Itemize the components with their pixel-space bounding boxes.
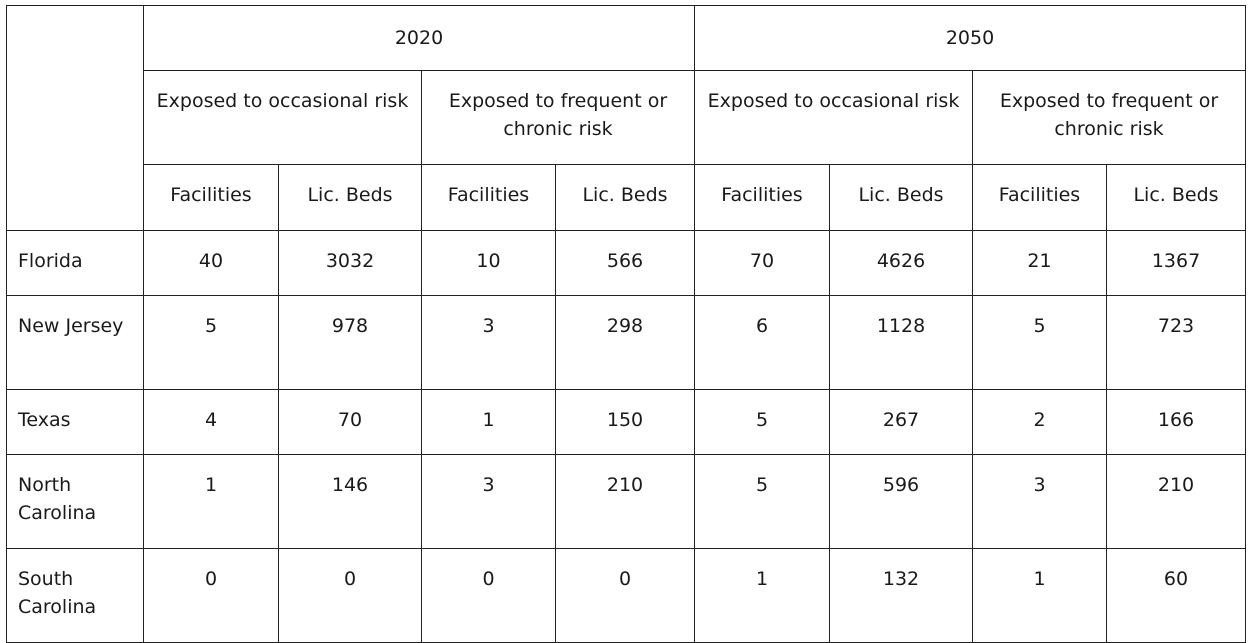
column-header: Lic. Beds bbox=[555, 164, 695, 231]
data-cell: 4 bbox=[143, 389, 279, 455]
column-header: Lic. Beds bbox=[1106, 164, 1246, 231]
data-cell: 3 bbox=[421, 454, 556, 549]
column-header: Facilities bbox=[143, 164, 279, 231]
data-cell: 3032 bbox=[278, 230, 422, 296]
data-cell: 4626 bbox=[829, 230, 973, 296]
data-cell: 1128 bbox=[829, 295, 973, 390]
sub-header-row: Facilities Lic. Beds Facilities Lic. Bed… bbox=[7, 164, 1246, 231]
risk-exposure-table: 2020 2050 Exposed to occasional risk Exp… bbox=[6, 5, 1246, 643]
data-cell: 70 bbox=[278, 389, 422, 455]
data-cell: 70 bbox=[694, 230, 830, 296]
data-cell: 0 bbox=[421, 548, 556, 643]
table-row: South Carolina 0 0 0 0 1 132 1 60 bbox=[6, 548, 1246, 643]
data-cell: 6 bbox=[694, 295, 830, 390]
data-cell: 146 bbox=[278, 454, 422, 549]
data-cell: 150 bbox=[555, 389, 695, 455]
risk-group-header: Exposed to frequent or chronic risk bbox=[972, 70, 1246, 165]
data-cell: 1 bbox=[694, 548, 830, 643]
data-cell: 1 bbox=[972, 548, 1107, 643]
table-row: North Carolina 1 146 3 210 5 596 3 210 bbox=[6, 454, 1246, 549]
data-cell: 0 bbox=[555, 548, 695, 643]
data-cell: 596 bbox=[829, 454, 973, 549]
year-header-row: 2020 2050 bbox=[6, 5, 1246, 231]
data-cell: 0 bbox=[143, 548, 279, 643]
data-cell: 60 bbox=[1106, 548, 1246, 643]
data-cell: 1 bbox=[421, 389, 556, 455]
data-cell: 1367 bbox=[1106, 230, 1246, 296]
state-name: South Carolina bbox=[6, 548, 144, 643]
data-cell: 10 bbox=[421, 230, 556, 296]
state-name: North Carolina bbox=[6, 454, 144, 549]
data-cell: 0 bbox=[278, 548, 422, 643]
column-header: Lic. Beds bbox=[278, 164, 422, 231]
data-cell: 723 bbox=[1106, 295, 1246, 390]
data-cell: 210 bbox=[555, 454, 695, 549]
state-name: New Jersey bbox=[6, 295, 144, 390]
risk-group-header-row: Exposed to occasional risk Exposed to fr… bbox=[7, 70, 1246, 165]
data-cell: 3 bbox=[972, 454, 1107, 549]
data-cell: 210 bbox=[1106, 454, 1246, 549]
data-cell: 166 bbox=[1106, 389, 1246, 455]
data-cell: 5 bbox=[143, 295, 279, 390]
data-cell: 5 bbox=[972, 295, 1107, 390]
data-cell: 5 bbox=[694, 389, 830, 455]
data-cell: 40 bbox=[143, 230, 279, 296]
year-header-2050: 2050 bbox=[694, 5, 1246, 71]
data-cell: 3 bbox=[421, 295, 556, 390]
data-cell: 267 bbox=[829, 389, 973, 455]
risk-group-header: Exposed to occasional risk bbox=[694, 70, 973, 165]
risk-group-header: Exposed to frequent or chronic risk bbox=[421, 70, 695, 165]
table-row: New Jersey 5 978 3 298 6 1128 5 723 bbox=[6, 295, 1246, 390]
data-cell: 132 bbox=[829, 548, 973, 643]
risk-group-header: Exposed to occasional risk bbox=[143, 70, 422, 165]
data-cell: 1 bbox=[143, 454, 279, 549]
column-header: Facilities bbox=[694, 164, 830, 231]
data-cell: 21 bbox=[972, 230, 1107, 296]
year-header-2020: 2020 bbox=[143, 5, 695, 71]
column-header: Facilities bbox=[972, 164, 1107, 231]
state-name: Florida bbox=[6, 230, 144, 296]
data-cell: 978 bbox=[278, 295, 422, 390]
data-cell: 5 bbox=[694, 454, 830, 549]
data-cell: 566 bbox=[555, 230, 695, 296]
column-header: Lic. Beds bbox=[829, 164, 973, 231]
data-cell: 2 bbox=[972, 389, 1107, 455]
table-row: Texas 4 70 1 150 5 267 2 166 bbox=[6, 389, 1246, 455]
table-row: Florida 40 3032 10 566 70 4626 21 1367 bbox=[6, 230, 1246, 296]
data-cell: 298 bbox=[555, 295, 695, 390]
corner-cell bbox=[6, 5, 144, 231]
state-name: Texas bbox=[6, 389, 144, 455]
column-header: Facilities bbox=[421, 164, 556, 231]
